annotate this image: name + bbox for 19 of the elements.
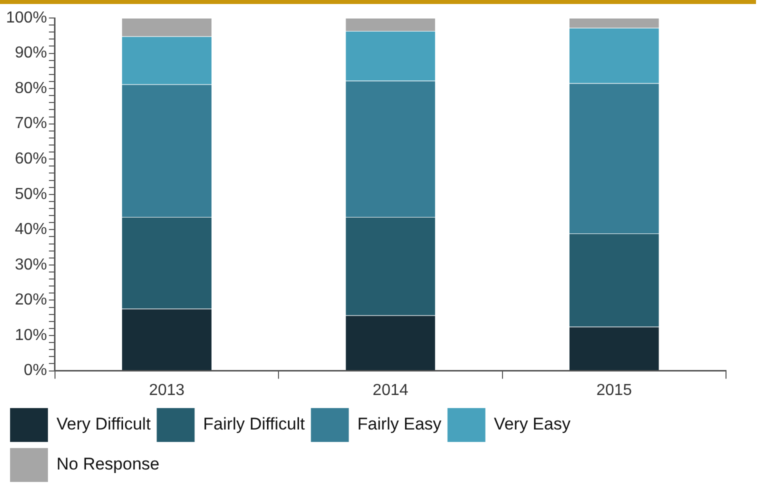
x-tick-label: 2014 (372, 382, 408, 399)
legend-label: Very Easy (494, 414, 571, 434)
y-tick-label: 50% (14, 186, 47, 203)
y-tick-label: 100% (6, 9, 47, 26)
y-tick-label: 30% (14, 256, 47, 274)
legend-label: No Response (56, 454, 160, 474)
legend-label: Fairly Difficult (203, 414, 306, 434)
y-tick-label: 80% (14, 80, 47, 97)
y-tick-label: 10% (14, 326, 47, 344)
y-tick-label: 40% (14, 221, 47, 238)
legend-label: Fairly Easy (357, 414, 442, 434)
x-tick-label: 2015 (596, 382, 632, 399)
y-tick-label: 90% (14, 44, 47, 62)
y-tick-label: 60% (14, 150, 47, 168)
x-tick-label: 2013 (148, 382, 185, 399)
y-tick-label: 70% (14, 115, 47, 132)
y-tick-label: 20% (14, 292, 47, 309)
legend-label: Very Difficult (56, 414, 151, 434)
y-tick-label: 0% (24, 362, 47, 380)
